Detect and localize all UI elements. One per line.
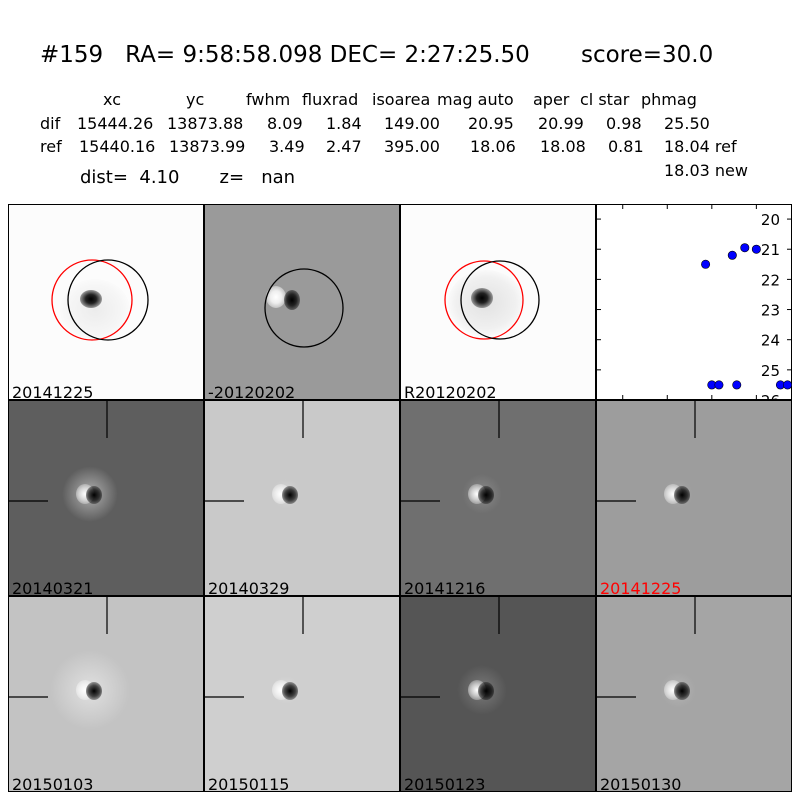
row-label-dif: dif (40, 114, 61, 133)
negative-residual (674, 486, 690, 504)
aperture-circles (51, 259, 149, 341)
dif-phmag: 25.50 (664, 114, 710, 133)
crosshair-marker (8, 596, 108, 698)
negative-residual (478, 486, 494, 504)
negative-residual (86, 682, 102, 700)
crosshair-marker (8, 400, 108, 502)
panel-label: -20120202 (208, 383, 296, 400)
dif-aper: 20.99 (538, 114, 584, 133)
aperture-circle (264, 268, 344, 348)
dif-fwhm: 8.09 (267, 114, 303, 133)
cutout-stamp: 20150123 (400, 596, 596, 792)
crosshair-marker (204, 596, 304, 698)
panel-label: R20120202 (404, 383, 497, 400)
y-tick-label: 22 (761, 271, 780, 289)
col-header-yc: yc (186, 90, 205, 109)
cutout-stamp: 20140329 (204, 400, 400, 596)
y-tick-label: 21 (761, 241, 780, 259)
stamp-date-label: 20150115 (208, 775, 290, 792)
crosshair-marker (400, 400, 500, 502)
new-aperture-circle (67, 259, 149, 341)
negative-residual (282, 486, 298, 504)
cutout-stamp: 20141216 (400, 400, 596, 596)
ref-aper: 18.08 (540, 137, 586, 156)
crosshair-marker (596, 596, 696, 698)
data-point (701, 259, 711, 269)
col-header-cl-star: cl star (580, 90, 630, 109)
new-aperture-circle (460, 260, 540, 340)
data-point (751, 244, 761, 254)
col-header-mag-auto: mag auto (437, 90, 514, 109)
cutout-stamp: 20150115 (204, 596, 400, 792)
ref-aperture-circle (444, 260, 524, 340)
source-core (471, 288, 493, 308)
stamp-date-label: 20150123 (404, 775, 486, 792)
negative-residual (284, 290, 300, 310)
stamp-date-label: 20150130 (600, 775, 682, 792)
ref-aperture-circle (51, 259, 133, 341)
cutout-stamp: 20150103 (8, 596, 204, 792)
col-header-fluxrad: fluxrad (302, 90, 359, 109)
stamp-date-label: 20140329 (208, 579, 290, 596)
negative-residual (86, 486, 102, 504)
aperture-circles (444, 260, 540, 340)
col-header-aper: aper (533, 90, 570, 109)
cutout-stamp: 20150130 (596, 596, 792, 792)
dif-xc: 15444.26 (77, 114, 154, 133)
ref-fluxrad: 2.47 (326, 137, 362, 156)
dif-cl-star: 0.98 (606, 114, 642, 133)
stamp-date-label: 20140321 (12, 579, 94, 596)
y-tick-label: 23 (761, 302, 780, 320)
y-tick-label: 25 (761, 362, 780, 380)
crosshair-marker (204, 400, 304, 502)
data-point (732, 380, 742, 390)
source-core (80, 290, 102, 308)
ref-cl-star: 0.81 (608, 137, 644, 156)
data-point (740, 243, 750, 253)
row-label-ref: ref (40, 137, 62, 156)
col-header-xc: xc (103, 90, 121, 109)
panel-label: 20141225 (12, 383, 94, 400)
data-point (783, 380, 793, 390)
cutout-stamp: 20140321 (8, 400, 204, 596)
dif-yc: 13873.88 (167, 114, 244, 133)
dif-mag-auto: 20.95 (468, 114, 514, 133)
y-tick-label: 24 (761, 332, 780, 350)
new-image-panel: 20141225 (8, 204, 204, 400)
negative-residual (674, 682, 690, 700)
dif-isoarea: 149.00 (384, 114, 440, 133)
reference-image-panel: R20120202 (400, 204, 596, 400)
data-point (727, 250, 737, 260)
positive-residual (266, 286, 286, 308)
stamp-date-label: 20141225 (600, 579, 682, 596)
ref-xc: 15440.16 (79, 137, 156, 156)
crosshair-marker (596, 400, 696, 502)
candidate-title: #159 RA= 9:58:58.098 DEC= 2:27:25.50 sco… (40, 42, 714, 68)
ref-fwhm: 3.49 (269, 137, 305, 156)
ref-yc: 13873.99 (169, 137, 246, 156)
col-header-phmag: phmag (641, 90, 697, 109)
ref-isoarea: 395.00 (384, 137, 440, 156)
negative-residual (282, 682, 298, 700)
col-header-fwhm: fwhm (246, 90, 291, 109)
data-point (714, 380, 724, 390)
cutout-stamp: 20141225 (596, 400, 792, 596)
stamp-date-label: 20141216 (404, 579, 486, 596)
distance-redshift-line: dist= 4.10 z= nan (80, 167, 296, 188)
plot-frame (596, 204, 792, 400)
col-header-isoarea: isoarea (372, 90, 431, 109)
ref-phmag: 18.04 ref (664, 137, 737, 156)
dif-fluxrad: 1.84 (326, 114, 362, 133)
new-phmag: 18.03 new (664, 161, 748, 180)
y-tick-label: 20 (761, 211, 780, 229)
ref-mag-auto: 18.06 (470, 137, 516, 156)
crosshair-marker (400, 596, 500, 698)
negative-residual (478, 682, 494, 700)
stamp-date-label: 20150103 (12, 775, 94, 792)
aperture-circles (264, 268, 344, 348)
light-curve-plot: 20212223242526−100−50050 (596, 204, 793, 424)
difference-image-panel: -20120202 (204, 204, 400, 400)
photometry-table: xc yc fwhm fluxrad isoarea mag auto aper… (0, 0, 748, 646)
